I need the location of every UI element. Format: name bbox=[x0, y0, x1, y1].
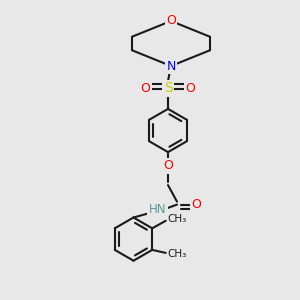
Text: O: O bbox=[186, 82, 195, 95]
Text: CH₃: CH₃ bbox=[167, 214, 187, 224]
Text: HN: HN bbox=[149, 202, 166, 216]
Text: O: O bbox=[141, 82, 150, 95]
Text: CH₃: CH₃ bbox=[167, 249, 187, 260]
Text: N: N bbox=[166, 59, 176, 73]
Text: S: S bbox=[164, 82, 172, 95]
Text: O: O bbox=[192, 198, 201, 211]
Text: O: O bbox=[163, 159, 173, 172]
Text: O: O bbox=[166, 14, 176, 28]
